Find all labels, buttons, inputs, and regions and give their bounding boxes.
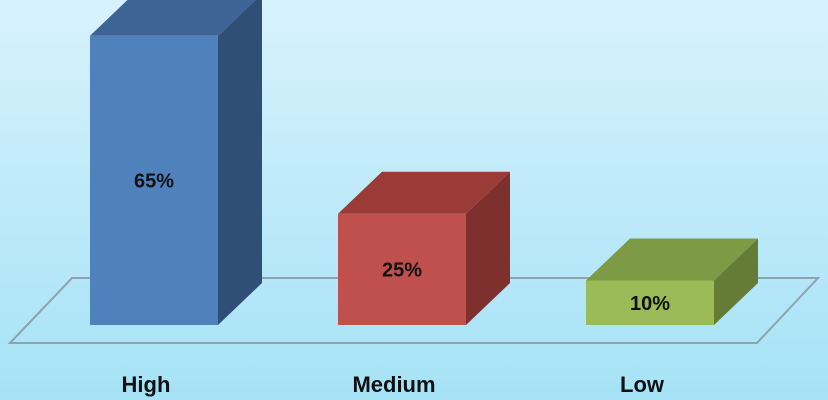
bar-low-front [586,280,714,325]
bar-medium-top [338,171,510,214]
bar-low [586,238,758,325]
labels-layer: 65% High 25% Medium 10% Low [122,170,671,397]
bar-high-top [90,0,256,36]
bar-value-label-high: 65% [134,170,174,192]
bars-layer [90,0,758,325]
bar-high-side [218,0,262,325]
bar-medium [338,171,510,325]
category-label-medium: Medium [352,372,435,397]
bar-low-top [586,238,758,281]
chart-floor [7,277,821,344]
bar-value-label-low: 10% [630,293,670,315]
bar-medium-side [466,171,510,325]
bar-value-label-medium: 25% [382,259,422,281]
bar-low-side [714,238,758,325]
bar-high-front [90,35,218,325]
bar-high [90,0,262,325]
category-label-low: Low [620,372,665,397]
category-label-high: High [122,372,171,397]
bar-medium-front [338,213,466,325]
